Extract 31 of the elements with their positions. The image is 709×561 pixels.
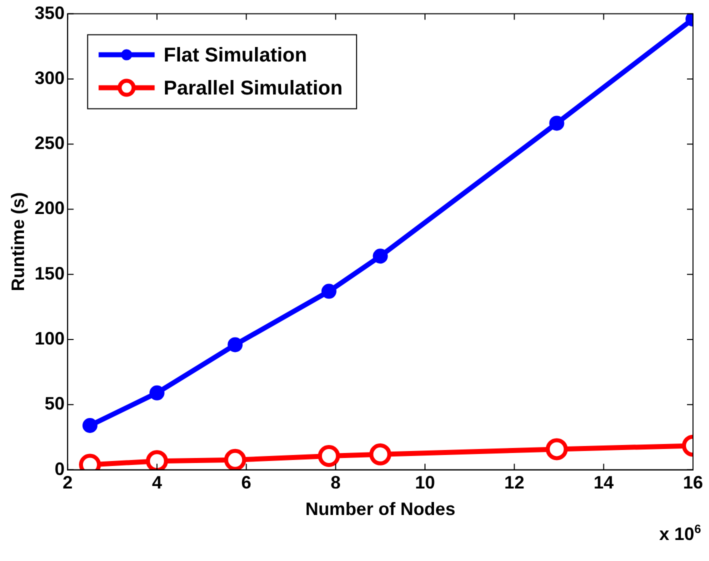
point <box>224 448 246 470</box>
point <box>149 385 164 400</box>
x-tick-label: 8 <box>330 472 341 493</box>
x-tick-label: 16 <box>682 472 704 493</box>
legend-label: Flat Simulation <box>164 44 307 66</box>
point <box>549 116 564 131</box>
y-axis-title: Runtime (s) <box>8 192 28 292</box>
x-tick-label: 12 <box>504 472 524 493</box>
point <box>318 444 340 467</box>
point <box>228 337 243 352</box>
x-tick-label: 4 <box>152 472 162 493</box>
x-tick-label: 6 <box>241 472 252 493</box>
y-tick-label: 350 <box>34 2 65 23</box>
x-tick-label: 2 <box>62 472 73 493</box>
y-tick-label: 200 <box>34 198 65 218</box>
text: x 10$^{6}$ <box>659 522 701 545</box>
y-tick-label: 100 <box>34 328 65 348</box>
point <box>372 248 388 264</box>
point <box>369 443 392 466</box>
y-tick-label: 300 <box>34 68 65 88</box>
y-tick-label: 50 <box>44 394 65 414</box>
point <box>546 438 568 460</box>
y-tick-label: 0 <box>54 458 65 479</box>
y-tick-label: 150 <box>34 263 65 284</box>
x-tick-label: 14 <box>594 472 614 493</box>
legend-label: Parallel Simulation <box>164 77 343 100</box>
point <box>82 418 98 434</box>
point <box>321 284 336 299</box>
x-tick-label: 10 <box>414 472 435 493</box>
x-axis-title: Number of Nodes <box>305 499 456 520</box>
y-tick-label: 250 <box>34 133 65 154</box>
